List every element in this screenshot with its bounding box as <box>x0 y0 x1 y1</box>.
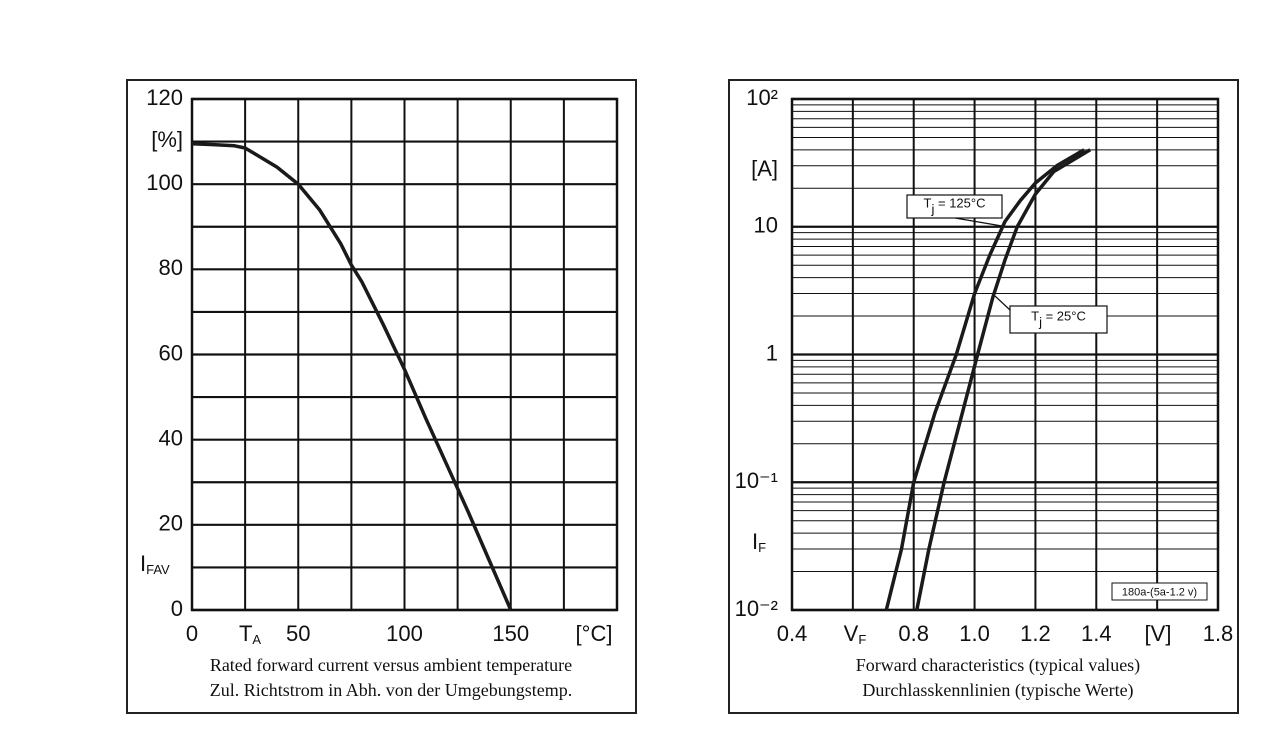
panel-frame <box>728 79 1239 714</box>
y-tick-label: 120 <box>146 85 183 110</box>
axis-label-sub: j <box>1038 315 1042 330</box>
axis-label-main: V <box>844 621 859 646</box>
curve <box>915 148 1092 611</box>
x-tick-label: 0 <box>186 621 198 646</box>
panel-frame <box>126 79 637 714</box>
y-tick-label: 60 <box>159 340 183 365</box>
y-tick-label: 1 <box>766 340 778 365</box>
curve <box>191 141 513 611</box>
y-tick-label: 0 <box>171 596 183 621</box>
leader-line <box>954 217 1003 227</box>
axis-label: Tj = 125°C <box>924 196 986 217</box>
note: 180a-(5a-1.2 v) <box>1122 586 1197 598</box>
x-unit: [°C] <box>576 621 613 646</box>
y-tick-label: 10⁻¹ <box>735 468 778 493</box>
axis-label: IF <box>752 529 766 556</box>
x-tick-label: 100 <box>386 621 423 646</box>
x-tick-label: 1.8 <box>1203 621 1234 646</box>
axis-label-sub: A <box>252 632 261 647</box>
y-tick-label: 10⁻² <box>735 596 778 621</box>
axis-label-sub: F <box>758 540 766 555</box>
label-box <box>906 194 1003 219</box>
y-unit: [%] <box>151 127 183 152</box>
plot-border <box>190 97 619 612</box>
axis-label-main: T <box>924 196 932 211</box>
plot-border <box>790 97 1220 612</box>
y-tick-label: 10² <box>746 85 778 110</box>
y-unit: [A] <box>751 156 778 181</box>
axis-label: IFAV <box>140 551 170 578</box>
y-tick-label: 20 <box>159 511 183 536</box>
caption: Forward characteristics (typical values) <box>856 655 1140 676</box>
x-tick-label: 0.8 <box>898 621 929 646</box>
x-tick-label: 50 <box>286 621 310 646</box>
axis-label-main: T <box>239 621 252 646</box>
caption: Zul. Richtstrom in Abh. von der Umgebung… <box>210 680 572 700</box>
axis-label-rest: = 125°C <box>934 196 985 211</box>
x-tick-label: 1.0 <box>959 621 990 646</box>
caption: Durchlasskennlinien (typische Werte) <box>862 680 1133 701</box>
axis-label-sub: FAV <box>146 562 170 577</box>
leader-line <box>994 295 1011 311</box>
axis-label-rest: = 25°C <box>1042 309 1086 324</box>
caption: Rated forward current versus ambient tem… <box>210 655 572 675</box>
axis-label-sub: F <box>858 632 866 647</box>
curve <box>884 148 1085 611</box>
axis-label-main: I <box>140 551 146 576</box>
note-box <box>1111 582 1208 601</box>
axis-label: Tj = 25°C <box>1031 309 1086 330</box>
x-tick-label: 1.4 <box>1081 621 1112 646</box>
label-box <box>1009 305 1108 334</box>
axis-label: VF <box>844 621 867 648</box>
axis-label-main: I <box>752 529 758 554</box>
axis-label-sub: j <box>930 202 934 217</box>
y-tick-label: 80 <box>159 255 183 280</box>
y-tick-label: 40 <box>159 425 183 450</box>
y-tick-label: 10 <box>754 213 778 238</box>
x-tick-label: 1.2 <box>1020 621 1051 646</box>
x-unit: [V] <box>1145 621 1172 646</box>
axis-label-main: T <box>1031 309 1039 324</box>
axis-label: TA <box>239 621 261 648</box>
y-tick-label: 100 <box>146 170 183 195</box>
x-tick-label: 0.4 <box>777 621 808 646</box>
x-tick-label: 150 <box>492 621 529 646</box>
